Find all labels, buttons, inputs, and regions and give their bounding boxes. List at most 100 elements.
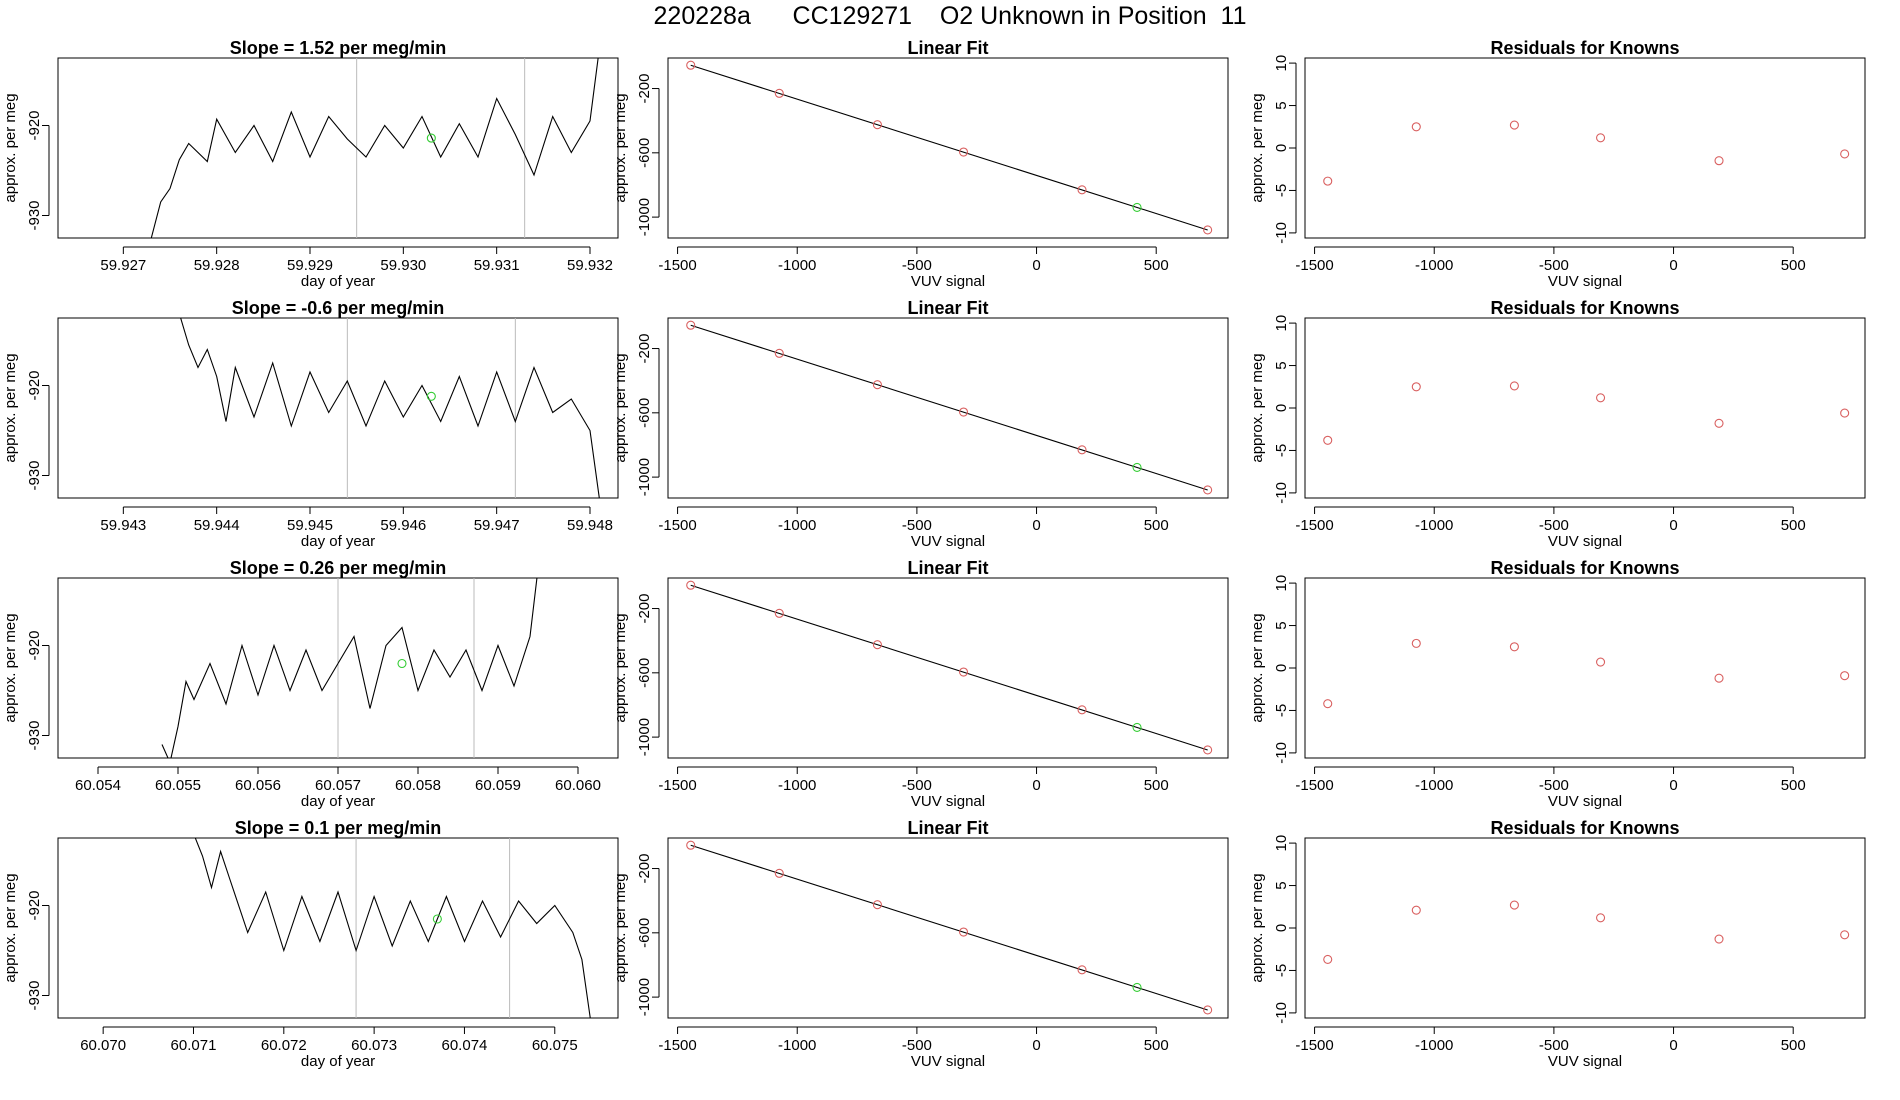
chart-r4c2-x-tick-label: -1000 [778,1037,816,1054]
chart-r4c3: Residuals for Knowns -1500 -1000 -500 0 500 VU… [1249,818,1866,1070]
chart-r4c3-known-point [1840,930,1850,940]
chart-r2c1-x-tick-label: 59.946 [380,517,426,534]
chart-r3c3-x-tick-label: 0 [1669,777,1677,794]
chart-r2c3-known-point [1596,393,1606,403]
chart-r3c3-marks [1323,638,1850,709]
chart-r1c2-fit-line [690,64,1208,231]
chart-r2c2-marks [686,320,1213,495]
chart-r3c3-x-tick-label: -1000 [1415,777,1453,794]
chart-r2c2-y-tick-label: -1000 [636,458,653,496]
chart-r3c3-y-tick-label: 0 [1273,664,1290,672]
chart-r2c3-title: Residuals for Knowns [1490,298,1679,318]
chart-r4c3-y-tick-label: 10 [1273,835,1290,852]
chart-r1c1-title: Slope = 1.52 per meg/min [230,38,447,58]
chart-r2c3-x-tick-label: -500 [1539,517,1569,534]
chart-r1c3-y-tick-label: 0 [1273,144,1290,152]
chart-r3c3-plot-frame [1304,577,1866,759]
chart-r4c3-known-point [1596,913,1606,923]
chart-r4c1-x-tick-label: 60.071 [171,1037,217,1054]
chart-r2c3-y-axis-label: approx. per meg [1249,353,1266,462]
chart-r2c3-known-point [1323,435,1333,445]
chart-r2c1-y-tick-label: -930 [26,460,43,490]
chart-r4c1-x-axis-label: day of year [301,1053,375,1070]
chart-r2c2-plot-frame [667,317,1229,499]
chart-r2c1-unknown-point [426,391,436,401]
chart-r2c1-x-tick-label: 59.943 [100,517,146,534]
chart-r3c2-known-point [774,608,784,618]
chart-r2c2-x-tick-label: -500 [902,517,932,534]
chart-r4c2-y-tick-label: -600 [636,918,653,948]
chart-r2c3-x-axis-label: VUV signal [1548,533,1622,550]
chart-r1c3: Residuals for Knowns -1500 -1000 -500 0 500 VU… [1249,38,1866,290]
chart-r2c3-known-point [1509,381,1519,391]
chart-r3c3-known-point [1714,673,1724,683]
chart-r1c3-x-tick-label: -1000 [1415,257,1453,274]
chart-r4c2-title: Linear Fit [907,818,988,838]
chart-r4c3-x-tick-label: -1000 [1415,1037,1453,1054]
chart-r4c3-x-axis-label: VUV signal [1548,1053,1622,1070]
chart-r2c3-marks [1323,381,1850,445]
chart-r3c2-known-point [959,667,969,677]
chart-r1c2-unknown-point [1132,202,1142,213]
chart-r1c3-x-tick-label: -1500 [1295,257,1333,274]
chart-r3c1-marks [161,578,538,758]
chart-r4c3-y-axis-label: approx. per meg [1249,873,1266,982]
chart-r1c1-x-tick-label: 59.929 [287,257,333,274]
chart-r1c1-series-line [150,58,599,238]
chart-r2c2-x-axis-label: VUV signal [911,533,985,550]
chart-r4c2-known-point [872,900,882,910]
chart-r3c3-x-axis-label: VUV signal [1548,793,1622,810]
chart-r2c3: Residuals for Knowns -1500 -1000 -500 0 500 VU… [1249,298,1866,550]
chart-r2c3-plot-frame [1304,317,1866,499]
chart-r3c2-known-point [1077,705,1087,715]
chart-r2c1-plot-frame [57,317,619,499]
chart-r3c3-x-tick-label: -1500 [1295,777,1333,794]
chart-r4c2-known-point [959,927,969,937]
chart-r1c1-x-tick-label: 59.927 [100,257,146,274]
chart-r4c1: Slope = 0.1 per meg/min 60.070 60.071 60.07… [2,818,619,1070]
chart-r4c3-x-tick-label: -500 [1539,1037,1569,1054]
chart-r4c3-known-point [1509,900,1519,910]
chart-r1c3-title: Residuals for Knowns [1490,38,1679,58]
chart-r4c1-marks [194,838,591,1018]
chart-r1c2-x-tick-label: 500 [1144,257,1169,274]
chart-r1c1-y-tick-label: -920 [26,110,43,140]
chart-r1c3-x-axis-label: VUV signal [1548,273,1622,290]
chart-r1c2-known-point [1077,185,1087,195]
chart-r4c3-plot-frame [1304,837,1866,1019]
chart-r1c2-marks [686,60,1213,235]
chart-r4c1-x-tick-label: 60.075 [532,1037,578,1054]
chart-r1c3-y-tick-label: 10 [1273,55,1290,72]
chart-r2c2-y-axis-label: approx. per meg [612,353,629,462]
chart-r1c3-known-point [1840,149,1850,159]
chart-r4c2-known-point [774,868,784,878]
chart-r1c2-known-point [1203,225,1213,235]
chart-r3c1-series-line [161,578,538,758]
chart-r2c2-x-tick-label: -1500 [658,517,696,534]
chart-r3c3-known-point [1323,699,1333,709]
chart-r2c3-known-point [1411,382,1421,392]
chart-r1c2-y-axis-label: approx. per meg [612,93,629,202]
chart-r1c2-x-axis-label: VUV signal [911,273,985,290]
chart-r3c2-known-point [872,640,882,650]
chart-r4c1-unknown-point [432,914,442,924]
chart-r3c2-y-tick-label: -1000 [636,718,653,756]
chart-r2c3-x-tick-label: 500 [1781,517,1806,534]
chart-r2c1-series-line [180,318,600,498]
chart-r4c3-y-tick-label: 5 [1273,881,1290,889]
chart-r1c2: Linear Fit -1500 -1000 -500 0 500 VUV signal -1… [612,38,1229,290]
chart-r3c3-known-point [1411,638,1421,648]
chart-r2c2-known-point [959,407,969,417]
chart-r3c1-unknown-point [397,658,407,669]
chart-r2c1-y-axis-label: approx. per meg [2,353,19,462]
chart-r4c1-series-line [194,838,591,1018]
chart-r2c1-title: Slope = -0.6 per meg/min [232,298,445,318]
chart-r4c3-known-point [1323,954,1333,964]
chart-r4c2-known-point [1077,965,1087,975]
chart-r4c2-y-axis-label: approx. per meg [612,873,629,982]
chart-r1c1-plot-frame [57,57,619,239]
chart-r3c2-unknown-point [1132,722,1142,733]
chart-r4c3-x-tick-label: -1500 [1295,1037,1333,1054]
chart-r3c2-y-tick-label: -600 [636,658,653,688]
chart-r4c2-x-axis-label: VUV signal [911,1053,985,1070]
